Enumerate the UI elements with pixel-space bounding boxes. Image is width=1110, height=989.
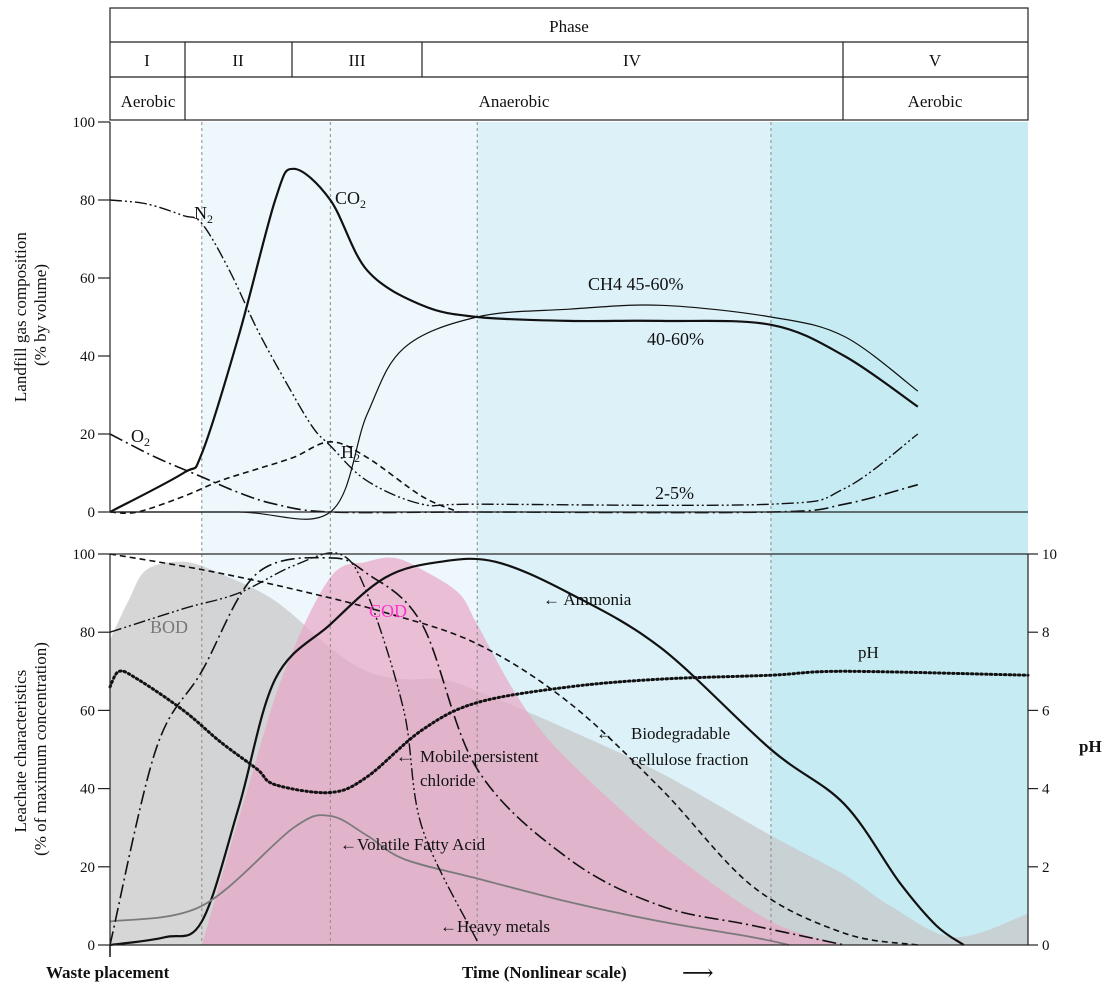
- h2-subscript: 2: [354, 451, 360, 465]
- co2-curve: [109, 167, 919, 513]
- o2-subscript: 2: [144, 435, 150, 449]
- cod-label: COD: [369, 601, 407, 621]
- gas-annotations: CO2 N2 O2 H2 CH4 45-60% 40-60% 2-5%: [131, 188, 704, 503]
- vfa-label: ←Volatile Fatty Acid: [340, 835, 486, 854]
- leachate-y-tick-label: 20: [80, 860, 95, 876]
- gas-y-axis-title: Landfill gas composition (% by volume): [11, 228, 50, 402]
- phase-header-title: Phase: [549, 17, 589, 36]
- ph-y-tick-label: 0: [1042, 938, 1050, 954]
- phase-header-frame: [109, 7, 1029, 121]
- condition-aerobic-start: Aerobic: [121, 92, 176, 111]
- gas-y-tick-label: 20: [80, 427, 95, 443]
- volatile-fatty-acid-curve: [109, 814, 790, 946]
- bod-label: BOD: [150, 617, 188, 637]
- axis-layer: 0 20 40 60 80 100 0 20 40 60 80 100 0 2 4 6 8 10: [73, 115, 1057, 957]
- ammonia-label: ← Ammonia: [543, 590, 632, 609]
- cellulose-label-line1: Biodegradable: [631, 724, 730, 743]
- ph-curve-label: pH: [858, 643, 879, 662]
- phase-label-v: V: [929, 51, 942, 70]
- leachate-y-axis-title-line1: Leachate characteristics: [11, 670, 30, 833]
- x-axis-title: Time (Nonlinear scale): [462, 963, 627, 982]
- leachate-y-tick-label: 100: [73, 547, 96, 563]
- ph-y-tick-label: 8: [1042, 625, 1050, 641]
- ch4-label: CH4 45-60%: [588, 274, 684, 294]
- phase-band-5: [770, 122, 1028, 945]
- co2-range-label: 40-60%: [647, 329, 704, 349]
- phase-label-ii: II: [232, 51, 244, 70]
- ph-y-tick-label: 10: [1042, 547, 1057, 563]
- ph-axis-title: pH: [1079, 737, 1102, 756]
- gas-y-axis-title-line1: Landfill gas composition: [11, 232, 30, 402]
- leachate-y-tick-label: 40: [80, 782, 95, 798]
- x-axis-arrow: ⟶: [682, 960, 714, 985]
- biodegradable-cellulose-fraction-curve: [109, 553, 918, 946]
- ph-curve: [108, 669, 1030, 795]
- phase-header-table: Phase I II III IV V Aerobic Anaerobic Ae…: [109, 7, 1029, 121]
- mobile-persistent-chloride-curve: [109, 556, 845, 946]
- n2-subscript: 2: [207, 212, 213, 226]
- curve-layer: [108, 167, 1030, 947]
- ammonia-label-text: Ammonia: [563, 590, 631, 609]
- o2-label: O2: [131, 426, 150, 449]
- leachate-y-axis-title-line2: (% of maximum concentration): [31, 642, 50, 856]
- gas-y-axis-title-line2: (% by volume): [31, 264, 50, 366]
- chloride-label-line1: Mobile persistent: [420, 747, 539, 766]
- leachate-y-tick-label: 0: [88, 938, 96, 954]
- gas-y-tick-label: 60: [80, 271, 95, 287]
- o2-curve: [109, 433, 919, 514]
- ammonia-curve: [109, 557, 965, 947]
- leachate-y-tick-label: 60: [80, 703, 95, 719]
- ph-y-tick-label: 6: [1042, 703, 1050, 719]
- phase-label-i: I: [144, 51, 150, 70]
- condition-anaerobic: Anaerobic: [479, 92, 550, 111]
- ch4-curve: [109, 304, 919, 520]
- heavy-metals-label-text: Heavy metals: [457, 917, 550, 936]
- heavy-metals-label: ←Heavy metals: [440, 917, 550, 936]
- gas-y-tick-label: 0: [88, 505, 96, 521]
- phase-divider-layer: [201, 122, 772, 945]
- gas-y-tick-label: 100: [73, 115, 96, 131]
- cod-area: [201, 557, 845, 945]
- gas-y-tick-label: 40: [80, 349, 95, 365]
- leachate-annotations: BOD COD ← Ammonia pH ← Biodegradable cell…: [150, 590, 879, 936]
- leachate-area-layer: [110, 557, 1028, 945]
- phase-label-iii: III: [349, 51, 366, 70]
- co2-subscript: 2: [360, 197, 366, 211]
- phase-label-iv: IV: [623, 51, 642, 70]
- h2-range-label: 2-5%: [655, 483, 694, 503]
- gas-y-tick-label: 80: [80, 193, 95, 209]
- ph-y-tick-label: 4: [1042, 782, 1050, 798]
- ph-y-tick-label: 2: [1042, 860, 1050, 876]
- co2-label: CO2: [335, 188, 366, 211]
- leachate-plot-frame: [109, 553, 1029, 946]
- cellulose-label-line2: cellulose fraction: [631, 750, 749, 769]
- leachate-y-tick-label: 80: [80, 625, 95, 641]
- x-axis-start-label: Waste placement: [46, 963, 170, 982]
- h2-curve: [109, 440, 460, 514]
- condition-aerobic-end: Aerobic: [908, 92, 963, 111]
- heavy-metals-curve: [109, 552, 478, 942]
- vfa-label-text: Volatile Fatty Acid: [357, 835, 486, 854]
- chloride-label-line2: chloride: [420, 771, 476, 790]
- leachate-y-axis-title: Leachate characteristics (% of maximum c…: [11, 642, 50, 856]
